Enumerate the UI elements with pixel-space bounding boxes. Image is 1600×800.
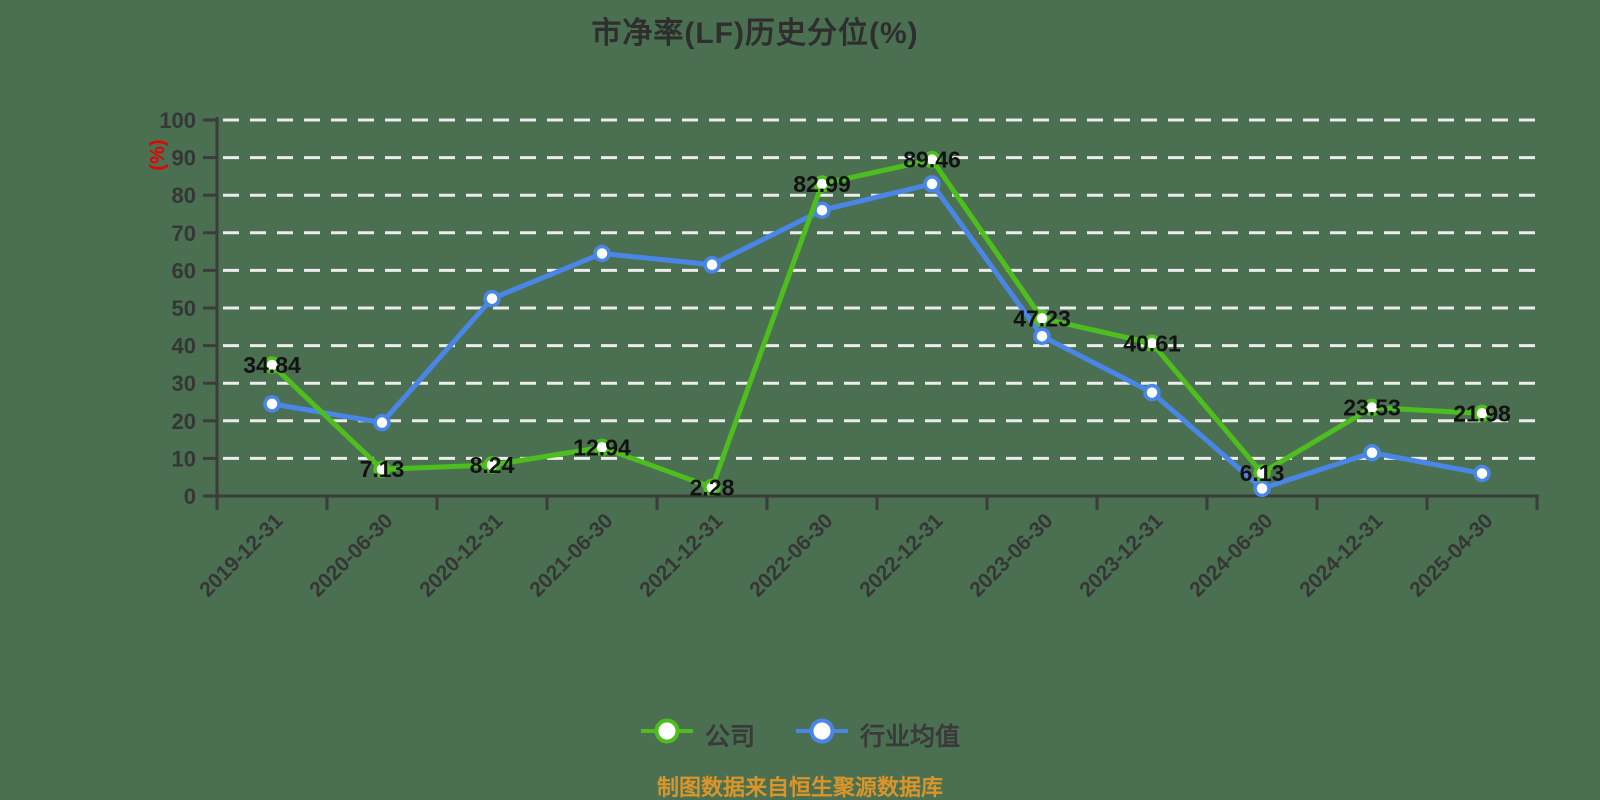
svg-text:82.99: 82.99 [793, 171, 851, 197]
svg-text:80: 80 [172, 183, 196, 208]
svg-text:23.53: 23.53 [1343, 395, 1401, 421]
svg-text:40: 40 [172, 334, 196, 359]
svg-text:2020-12-31: 2020-12-31 [415, 509, 507, 601]
svg-text:90: 90 [172, 146, 196, 171]
svg-text:6.13: 6.13 [1240, 460, 1285, 486]
svg-text:2021-06-30: 2021-06-30 [525, 509, 617, 601]
industry-series-marker-icon [795, 716, 849, 753]
legend-label-company: 公司 [704, 722, 755, 751]
svg-text:2025-04-30: 2025-04-30 [1405, 509, 1497, 601]
svg-text:2024-12-31: 2024-12-31 [1295, 509, 1387, 601]
svg-text:10: 10 [172, 446, 196, 471]
svg-text:12.94: 12.94 [573, 434, 631, 460]
svg-text:8.24: 8.24 [470, 452, 515, 478]
svg-text:20: 20 [172, 409, 196, 434]
svg-text:0: 0 [184, 484, 196, 509]
svg-text:70: 70 [172, 221, 196, 246]
legend-label-industry-average: 行业均值 [860, 722, 961, 751]
svg-text:2022-06-30: 2022-06-30 [745, 509, 837, 601]
svg-text:2023-12-31: 2023-12-31 [1075, 509, 1167, 601]
source-note: 制图数据来自恒生聚源数据库 [656, 775, 943, 800]
svg-text:7.13: 7.13 [360, 456, 405, 482]
chart-legend: 公司 行业均值 [0, 716, 1600, 753]
svg-text:2021-12-31: 2021-12-31 [635, 509, 727, 601]
svg-text:2023-06-30: 2023-06-30 [965, 509, 1057, 601]
legend-item-company[interactable]: 公司 [640, 716, 755, 753]
svg-text:30: 30 [172, 371, 196, 396]
svg-text:2019-12-31: 2019-12-31 [195, 509, 287, 601]
svg-text:2024-06-30: 2024-06-30 [1185, 509, 1277, 601]
svg-text:2020-06-30: 2020-06-30 [305, 509, 397, 601]
svg-text:60: 60 [172, 258, 196, 283]
svg-text:2022-12-31: 2022-12-31 [855, 509, 947, 601]
svg-text:47.23: 47.23 [1013, 305, 1071, 331]
line-chart-plot: 0 10 20 30 40 50 60 70 80 90 100 2019-12-31 2020-06-… [147, 108, 1539, 601]
legend-item-industry-average[interactable]: 行业均值 [795, 716, 960, 753]
svg-text:40.61: 40.61 [1123, 330, 1181, 356]
company-series-marker-icon [640, 716, 694, 753]
svg-text:89.46: 89.46 [903, 147, 961, 173]
svg-text:21.98: 21.98 [1453, 400, 1511, 426]
svg-text:50: 50 [172, 296, 196, 321]
chart-title: 市净率(LF)历史分位(%) [591, 17, 919, 50]
svg-text:(%): (%) [147, 139, 169, 170]
svg-text:100: 100 [159, 108, 196, 133]
svg-text:2.28: 2.28 [690, 474, 735, 500]
svg-text:34.84: 34.84 [243, 352, 301, 378]
